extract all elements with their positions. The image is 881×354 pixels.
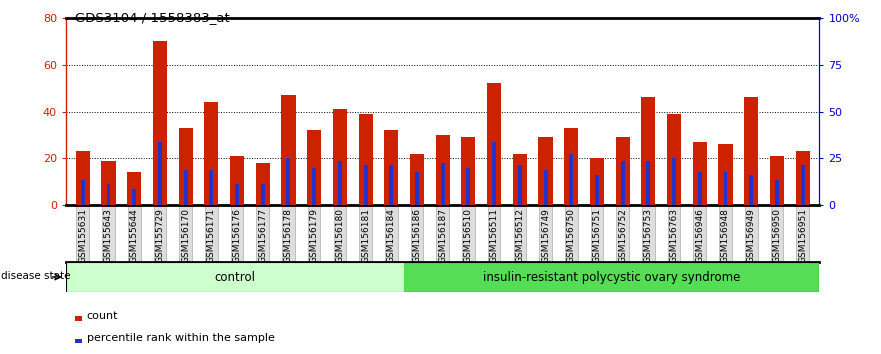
Bar [333, 109, 347, 205]
Bar [616, 137, 630, 205]
Bar [75, 316, 82, 321]
Bar [749, 175, 753, 205]
Bar [286, 159, 291, 205]
Bar [364, 165, 367, 205]
Bar [796, 152, 810, 205]
Bar [569, 154, 574, 205]
Bar [281, 95, 295, 205]
Bar [672, 159, 676, 205]
Bar [698, 172, 702, 205]
Bar [466, 168, 470, 205]
Bar [158, 142, 162, 205]
Bar [255, 163, 270, 205]
Bar [183, 170, 188, 205]
Bar [492, 142, 496, 205]
Bar [132, 189, 137, 205]
Text: control: control [215, 270, 255, 284]
Text: count: count [86, 311, 118, 321]
Bar [127, 172, 141, 205]
Bar [338, 161, 342, 205]
Text: disease state: disease state [2, 270, 70, 280]
Bar [107, 184, 110, 205]
Bar [404, 262, 819, 292]
Bar [744, 97, 759, 205]
Bar [389, 165, 393, 205]
Bar [647, 161, 650, 205]
Bar [179, 128, 193, 205]
Bar [518, 165, 522, 205]
Bar [75, 338, 82, 343]
Text: insulin-resistant polycystic ovary syndrome: insulin-resistant polycystic ovary syndr… [483, 270, 740, 284]
Bar [667, 114, 681, 205]
Bar [210, 170, 213, 205]
Bar [775, 179, 779, 205]
Bar [462, 137, 476, 205]
Bar [312, 168, 316, 205]
Bar [235, 184, 239, 205]
Bar [564, 128, 578, 205]
Bar [307, 130, 322, 205]
Bar [415, 172, 419, 205]
Bar [261, 184, 264, 205]
Bar [152, 41, 167, 205]
Bar [544, 170, 547, 205]
Text: percentile rank within the sample: percentile rank within the sample [86, 333, 275, 343]
Bar [359, 114, 373, 205]
Bar [230, 156, 244, 205]
Bar [204, 102, 218, 205]
Bar [66, 262, 404, 292]
Bar [384, 130, 398, 205]
Bar [770, 156, 784, 205]
Bar [538, 137, 552, 205]
Bar [440, 163, 445, 205]
Bar [621, 161, 625, 205]
Bar [723, 172, 728, 205]
Bar [410, 154, 424, 205]
Bar [101, 161, 115, 205]
Bar [595, 175, 599, 205]
Text: GDS3104 / 1558383_at: GDS3104 / 1558383_at [75, 11, 230, 24]
Bar [487, 83, 501, 205]
Bar [76, 152, 90, 205]
Bar [801, 165, 804, 205]
Bar [590, 159, 604, 205]
Bar [513, 154, 527, 205]
Bar [718, 144, 733, 205]
Bar [81, 179, 85, 205]
Bar [692, 142, 707, 205]
Bar [435, 135, 450, 205]
Bar [641, 97, 655, 205]
